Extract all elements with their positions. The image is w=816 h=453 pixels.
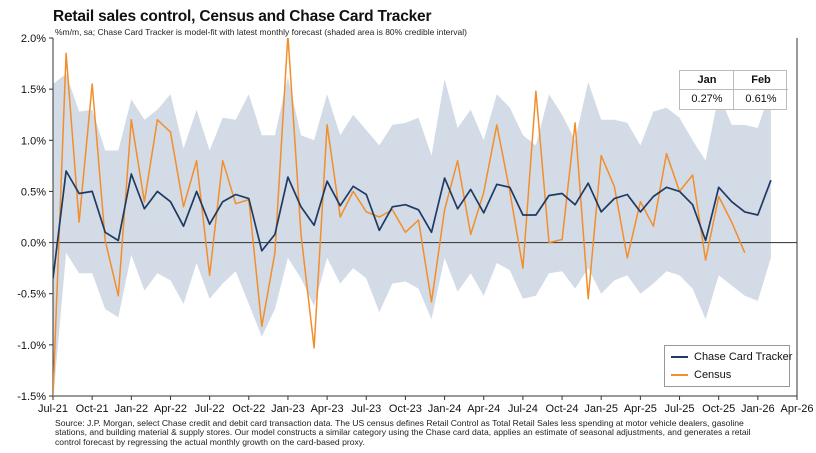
credible-interval-band	[53, 73, 771, 396]
y-tick-label: -1.0%	[17, 340, 46, 352]
x-tick-label: Jul-24	[508, 403, 538, 415]
x-tick-label: Oct-24	[546, 403, 579, 415]
legend-swatch-census	[671, 374, 688, 376]
y-tick-label: 1.0%	[21, 135, 46, 147]
x-tick-label: Oct-25	[702, 403, 735, 415]
forecast-header-feb: Feb	[734, 71, 788, 90]
census-line	[53, 38, 746, 396]
x-tick-label: Jan-22	[114, 403, 148, 415]
x-tick-label: Jul-22	[195, 403, 225, 415]
x-tick-label: Apr-22	[154, 403, 187, 415]
y-tick-label: 2.0%	[21, 33, 46, 45]
forecast-header-jan: Jan	[680, 71, 734, 90]
legend: Chase Card Tracker Census	[664, 345, 792, 387]
credible-interval-layer	[53, 73, 771, 396]
x-tick-label: Apr-25	[624, 403, 657, 415]
series-layer	[53, 38, 772, 396]
x-tick-label: Oct-21	[76, 403, 109, 415]
legend-item-census: Census	[671, 369, 731, 381]
chart-subtitle: %m/m, sa; Chase Card Tracker is model-fi…	[55, 27, 467, 37]
x-tick-label: Jan-25	[584, 403, 618, 415]
x-tick-label: Jan-23	[271, 403, 305, 415]
tick-label-layer: 2.0%1.5%1.0%0.5%0.0%-0.5%-1.0%-1.5%Jul-2…	[17, 33, 813, 415]
source-note: Source: J.P. Morgan, select Chase credit…	[55, 418, 751, 447]
x-tick-label: Apr-26	[780, 403, 813, 415]
x-tick-label: Jul-21	[38, 403, 68, 415]
y-tick-label: 1.5%	[21, 84, 46, 96]
chart-title: Retail sales control, Census and Chase C…	[53, 8, 432, 25]
x-tick-label: Apr-23	[311, 403, 344, 415]
x-tick-label: Jul-23	[351, 403, 381, 415]
axes-layer	[49, 37, 798, 400]
y-tick-label: -0.5%	[17, 289, 46, 301]
chase-card-tracker-line	[53, 170, 772, 279]
x-tick-label: Jan-24	[428, 403, 462, 415]
legend-item-tracker: Chase Card Tracker	[671, 351, 792, 363]
y-tick-label: 0.5%	[21, 186, 46, 198]
forecast-value-feb: 0.61%	[745, 93, 777, 105]
forecast-value-jan: 0.27%	[691, 93, 723, 105]
x-tick-label: Oct-23	[389, 403, 422, 415]
x-tick-label: Jan-26	[741, 403, 775, 415]
legend-label-tracker: Chase Card Tracker	[694, 351, 793, 363]
x-tick-label: Jul-25	[665, 403, 695, 415]
forecast-table-divider	[733, 71, 734, 109]
x-tick-label: Apr-24	[467, 403, 500, 415]
x-tick-label: Oct-22	[232, 403, 265, 415]
forecast-table: Jan Feb 0.27% 0.61%	[679, 70, 788, 110]
legend-swatch-tracker	[671, 356, 688, 358]
y-tick-label: 0.0%	[21, 238, 46, 250]
legend-label-census: Census	[694, 369, 732, 381]
y-tick-label: -1.5%	[17, 391, 46, 403]
